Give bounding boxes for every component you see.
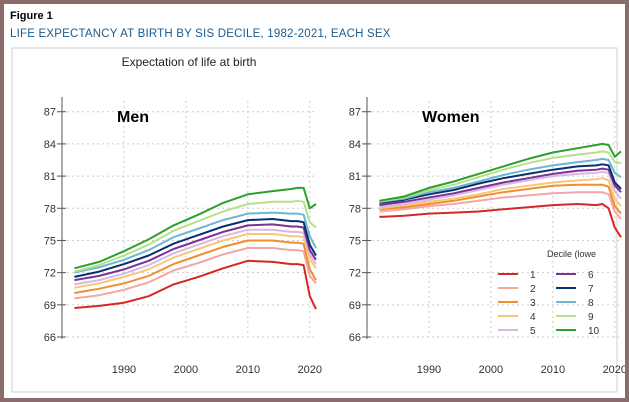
- chart: Expectation of life at birth 66697275788…: [11, 47, 625, 393]
- figure-frame: Figure 1 LIFE EXPECTANCY AT BIRTH BY SIS…: [4, 4, 625, 398]
- chart-border: [11, 47, 618, 393]
- legend-label: 5: [530, 326, 536, 337]
- y-tick-label: 84: [349, 139, 361, 151]
- y-tick-label: 66: [44, 332, 56, 344]
- x-tick-label: 1990: [112, 364, 136, 376]
- legend-label: 3: [530, 298, 536, 309]
- x-tick-label: 2000: [174, 364, 198, 376]
- y-tick-label: 84: [44, 139, 56, 151]
- series-line-7: [74, 218, 317, 278]
- series-line-6: [379, 167, 622, 207]
- y-tick-label: 69: [349, 300, 361, 312]
- legend-label: 2: [530, 284, 536, 295]
- x-tick-label: 2020: [298, 364, 322, 376]
- y-tick-label: 78: [44, 203, 56, 215]
- x-tick-label: 2000: [479, 364, 503, 376]
- series-line-2: [74, 247, 317, 300]
- x-tick-label: 2010: [541, 364, 565, 376]
- y-tick-label: 78: [349, 203, 361, 215]
- legend-label: 6: [588, 270, 594, 281]
- series-line-4: [74, 233, 317, 289]
- series-line-8: [74, 211, 317, 274]
- series-line-3: [74, 239, 317, 294]
- x-tick-label: 2010: [236, 364, 260, 376]
- series-line-2: [379, 191, 622, 220]
- series-line-9: [379, 150, 622, 203]
- legend-label: 7: [588, 284, 594, 295]
- y-tick-label: 72: [44, 268, 56, 280]
- series-line-1: [379, 203, 622, 238]
- y-tick-label: 87: [44, 107, 56, 119]
- panel-men: 66 69 72 75 78 81 84 87 1990 2000 2010 2020 Men: [44, 97, 322, 376]
- y-tick-label: 72: [349, 268, 361, 280]
- legend-title: Decile (lowe: [547, 249, 596, 259]
- panel-label: Men: [117, 109, 149, 126]
- legend-label: 9: [588, 312, 594, 323]
- series-line-10: [74, 186, 317, 270]
- series-line-5: [74, 228, 317, 286]
- series-line-1: [74, 259, 317, 310]
- y-tick-label: 69: [44, 300, 56, 312]
- legend-label: 1: [530, 270, 536, 281]
- series-line-9: [74, 199, 317, 273]
- series-line-7: [379, 163, 622, 204]
- series-line-10: [379, 142, 622, 202]
- series-line-6: [74, 223, 317, 282]
- x-tick-label: 2020: [603, 364, 625, 376]
- series-line-8: [379, 157, 622, 203]
- figure-title: LIFE EXPECTANCY AT BIRTH BY SIS DECILE, …: [10, 28, 391, 40]
- legend-label: 8: [588, 298, 594, 309]
- x-tick-label: 1990: [417, 364, 441, 376]
- y-tick-label: 87: [349, 107, 361, 119]
- y-tick-label: 81: [349, 171, 361, 183]
- y-tick-label: 81: [44, 171, 56, 183]
- series-line-3: [379, 183, 622, 215]
- figure-label: Figure 1: [10, 10, 53, 22]
- panel-label: Women: [422, 109, 479, 126]
- y-tick-label: 75: [349, 235, 361, 247]
- series-line-4: [379, 177, 622, 210]
- legend-label: 4: [530, 312, 536, 323]
- chart-title: Expectation of life at birth: [122, 55, 257, 69]
- y-tick-label: 66: [349, 332, 361, 344]
- series-line-5: [379, 170, 622, 209]
- legend-label: 10: [588, 326, 600, 337]
- y-tick-label: 75: [44, 235, 56, 247]
